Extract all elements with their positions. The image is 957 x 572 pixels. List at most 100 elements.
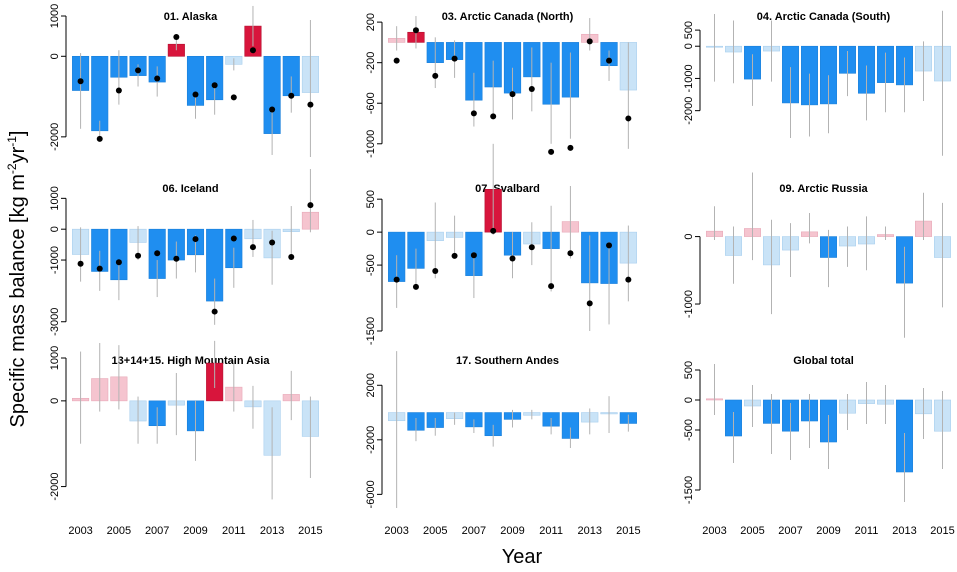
x-tick-label: 2005 bbox=[107, 525, 131, 537]
data-point bbox=[269, 106, 275, 112]
data-point bbox=[269, 239, 275, 245]
y-axis-label: Specific mass balance [kg m-2yr-1] bbox=[5, 130, 29, 427]
y-tick-label: 0 bbox=[683, 234, 695, 240]
data-point bbox=[394, 58, 400, 64]
x-axis: 2003 2005 2007 2009 2011 2013 2015 bbox=[384, 520, 640, 537]
data-point bbox=[625, 277, 631, 283]
y-tick-label: -1000 bbox=[683, 64, 695, 92]
y-tick-label: 500 bbox=[683, 21, 695, 39]
data-point bbox=[154, 75, 160, 81]
data-point bbox=[471, 252, 477, 258]
panel-title: 17. Southern Andes bbox=[456, 355, 559, 367]
data-point bbox=[567, 145, 573, 151]
y-tick-label: -1500 bbox=[365, 317, 377, 345]
data-point bbox=[510, 91, 516, 97]
data-point bbox=[567, 250, 573, 256]
x-tick-label: 2015 bbox=[616, 525, 640, 537]
data-point bbox=[288, 254, 294, 260]
ylabel-main: Specific mass balance [kg m bbox=[7, 174, 29, 427]
panel: 06. Iceland -3000 -1000 0 1000 bbox=[49, 169, 319, 336]
y-tick-label: 0 bbox=[683, 43, 695, 49]
data-point bbox=[606, 58, 612, 64]
y-tick-label: -1500 bbox=[683, 476, 695, 504]
y-tick-label: 0 bbox=[49, 226, 61, 232]
ylabel-end: ] bbox=[7, 130, 29, 136]
y-tick-label: -6000 bbox=[365, 480, 377, 508]
x-tick-label: 2013 bbox=[577, 525, 601, 537]
data-point bbox=[394, 277, 400, 283]
y-tick-label: 1000 bbox=[49, 186, 61, 210]
panel-title: 03. Arctic Canada (North) bbox=[442, 11, 574, 23]
data-point bbox=[97, 266, 103, 272]
x-tick-label: 2009 bbox=[500, 525, 524, 537]
y-tick-label: 500 bbox=[365, 190, 377, 208]
data-point bbox=[548, 283, 554, 289]
data-point bbox=[116, 259, 122, 265]
data-point bbox=[250, 244, 256, 250]
x-tick-label: 2015 bbox=[298, 525, 322, 537]
data-point bbox=[606, 242, 612, 248]
y-tick-label: -2000 bbox=[683, 97, 695, 125]
x-tick-label: 2009 bbox=[816, 525, 840, 537]
x-tick-label: 2003 bbox=[702, 525, 726, 537]
data-point bbox=[529, 244, 535, 250]
panel-title: 09. Arctic Russia bbox=[779, 183, 868, 195]
x-axis: 2003 2005 2007 2009 2011 2013 2015 bbox=[68, 520, 322, 537]
data-point bbox=[135, 67, 141, 73]
y-tick-label: -3000 bbox=[49, 308, 61, 336]
data-point bbox=[154, 250, 160, 256]
data-point bbox=[587, 38, 593, 44]
x-tick-label: 2011 bbox=[539, 525, 563, 537]
data-point bbox=[250, 47, 256, 53]
data-point bbox=[193, 92, 199, 98]
data-point bbox=[135, 253, 141, 259]
y-tick-label: -2000 bbox=[49, 473, 61, 501]
x-tick-label: 2011 bbox=[222, 525, 246, 537]
y-tick-label: 2000 bbox=[365, 373, 377, 397]
panel-title: 04. Arctic Canada (South) bbox=[757, 11, 891, 23]
data-point bbox=[193, 236, 199, 242]
panel-title: 06. Iceland bbox=[162, 183, 218, 195]
y-tick-label: -2000 bbox=[49, 123, 61, 151]
y-tick-label: -2000 bbox=[365, 426, 377, 454]
y-tick-label: 0 bbox=[49, 53, 61, 59]
data-point bbox=[231, 235, 237, 241]
y-tick-label: 0 bbox=[683, 397, 695, 403]
ylabel-mid: yr bbox=[7, 146, 29, 163]
bar bbox=[91, 56, 107, 131]
data-point bbox=[452, 56, 458, 62]
y-tick-label: 1000 bbox=[49, 346, 61, 370]
panel-title: 13+14+15. High Mountain Asia bbox=[112, 355, 271, 367]
y-tick-label: -500 bbox=[683, 419, 695, 441]
panel: 03. Arctic Canada (North) -1000 -600 -200 20… bbox=[365, 11, 637, 158]
x-tick-label: 2003 bbox=[68, 525, 92, 537]
data-point bbox=[587, 300, 593, 306]
data-point bbox=[173, 34, 179, 40]
y-tick-label: 1000 bbox=[49, 4, 61, 28]
x-tick-label: 2005 bbox=[740, 525, 764, 537]
data-point bbox=[452, 253, 458, 259]
x-axis: 2003 2005 2007 2009 2011 2013 2015 bbox=[702, 520, 954, 537]
data-point bbox=[490, 228, 496, 234]
x-tick-label: 2007 bbox=[145, 525, 169, 537]
data-point bbox=[116, 88, 122, 94]
data-point bbox=[413, 284, 419, 290]
y-tick-label: 0 bbox=[49, 398, 61, 404]
data-point bbox=[212, 309, 218, 315]
data-point bbox=[307, 202, 313, 208]
ylabel-sup2: -1 bbox=[5, 136, 19, 147]
y-tick-label: 200 bbox=[365, 13, 377, 31]
x-tick-label: 2005 bbox=[423, 525, 447, 537]
data-point bbox=[212, 82, 218, 88]
y-tick-label: 500 bbox=[683, 361, 695, 379]
data-point bbox=[548, 149, 554, 155]
y-tick-label: -200 bbox=[365, 52, 377, 74]
y-tick-label: -1000 bbox=[683, 290, 695, 318]
data-point bbox=[173, 256, 179, 262]
data-point bbox=[432, 268, 438, 274]
data-point bbox=[625, 115, 631, 121]
panel: 01. Alaska -2000 0 1000 bbox=[49, 4, 319, 157]
panel: 17. Southern Andes -6000 -2000 2000 bbox=[365, 351, 637, 508]
panel: 04. Arctic Canada (South) -2000 -1000 0 500 bbox=[683, 11, 951, 156]
